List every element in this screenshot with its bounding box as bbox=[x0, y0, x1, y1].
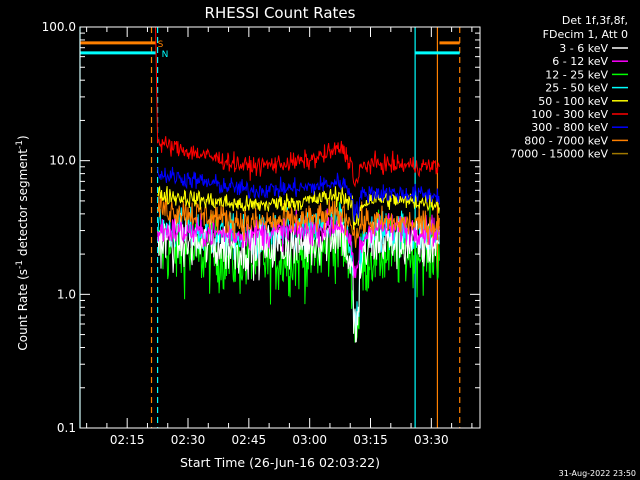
legend-entry-label: 3 - 6 keV bbox=[559, 42, 608, 55]
series-line bbox=[157, 191, 440, 248]
attenuator-flags: SN bbox=[80, 40, 460, 60]
legend-entry-label: 800 - 7000 keV bbox=[524, 134, 608, 147]
legend-entry-label: 300 - 800 keV bbox=[531, 121, 608, 134]
legend-entry-label: 6 - 12 keV bbox=[552, 55, 608, 68]
x-tick-labels: 02:15 02:30 02:45 03:00 03:15 03:30 bbox=[110, 433, 449, 447]
legend-entry-label: 7000 - 15000 keV bbox=[510, 148, 608, 161]
series-line bbox=[157, 166, 440, 222]
series-line bbox=[157, 212, 440, 343]
y-tick-label: 10.0 bbox=[49, 154, 76, 168]
y-axis-label-superscript: -1 bbox=[15, 260, 25, 269]
x-axis-label: Start Time (26-Jun-16 02:03:22) bbox=[180, 455, 380, 470]
series-lines bbox=[155, 26, 440, 343]
footer-timestamp: 31-Aug-2022 23:50 bbox=[559, 469, 636, 478]
series-line bbox=[155, 26, 440, 188]
x-tick-label: 03:30 bbox=[414, 433, 449, 447]
y-axis-label-part: ) bbox=[16, 135, 30, 140]
x-tick-label: 02:45 bbox=[232, 433, 267, 447]
y-tick-labels: 0.1 1.0 10.0 100.0 bbox=[42, 20, 76, 435]
x-tick-label: 02:15 bbox=[110, 433, 145, 447]
y-axis-label-superscript: -1 bbox=[15, 140, 25, 149]
legend-header-line: FDecim 1, Att 0 bbox=[543, 28, 628, 41]
flag-label: N bbox=[162, 50, 169, 60]
legend-entry-label: 50 - 100 keV bbox=[538, 95, 608, 108]
plot-frame bbox=[79, 26, 481, 429]
legend-header-line: Det 1f,3f,8f, bbox=[562, 14, 628, 27]
legend-entry-label: 25 - 50 keV bbox=[545, 82, 608, 95]
y-tick-label: 100.0 bbox=[42, 20, 76, 34]
x-tick-label: 03:00 bbox=[292, 433, 327, 447]
y-axis-label-part: detector segment bbox=[16, 149, 30, 260]
y-axis-label: Count Rate (s-1 detector segment-1) bbox=[15, 135, 30, 350]
x-tick-label: 03:15 bbox=[353, 433, 388, 447]
chart-title: RHESSI Count Rates bbox=[205, 4, 356, 22]
legend-entry-label: 12 - 25 keV bbox=[545, 68, 608, 81]
legend: Det 1f,3f,8f, FDecim 1, Att 0 3 - 6 keV6… bbox=[510, 14, 628, 161]
flag-label: S bbox=[158, 40, 164, 50]
y-axis-label-part: Count Rate (s bbox=[16, 269, 30, 351]
axes bbox=[79, 26, 481, 429]
legend-entry-label: 100 - 300 keV bbox=[531, 108, 608, 121]
y-tick-label: 0.1 bbox=[57, 421, 76, 435]
y-tick-label: 1.0 bbox=[57, 287, 76, 301]
series-line bbox=[157, 185, 440, 230]
x-tick-label: 02:30 bbox=[171, 433, 206, 447]
